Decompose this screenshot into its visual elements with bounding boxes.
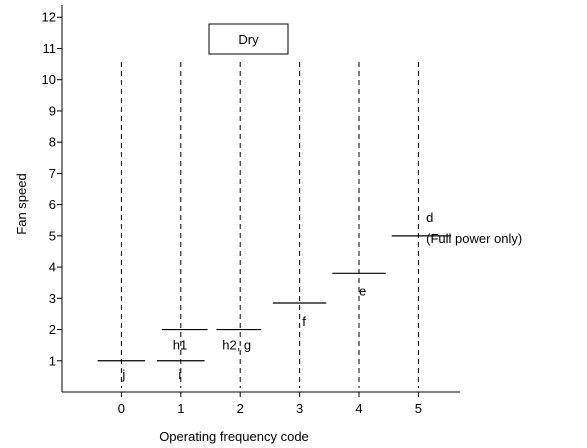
y-axis-title: Fan speed: [14, 173, 29, 234]
x-tick-label-5: 5: [415, 401, 422, 416]
y-tick-label-8: 8: [49, 135, 56, 150]
level-d: d (Full power only): [391, 210, 522, 246]
fan-speed-levels: j i h1 h2, g f e d (Full power only): [97, 210, 522, 382]
level-note: (Full power only): [426, 231, 522, 246]
level-label: i: [178, 367, 181, 382]
level-e: e: [332, 272, 386, 298]
y-tick-label-7: 7: [49, 166, 56, 181]
y-tick-label-10: 10: [42, 72, 56, 87]
y-tick-label-3: 3: [49, 291, 56, 306]
level-label: h2, g: [222, 338, 251, 353]
level-j: j: [97, 360, 146, 382]
axes: [61, 5, 460, 393]
level-label: e: [359, 283, 366, 298]
y-tick-label-6: 6: [49, 197, 56, 212]
frequency-guide-lines: [120, 62, 419, 388]
y-tick-label-1: 1: [49, 353, 56, 368]
x-tick-label-4: 4: [355, 401, 362, 416]
y-tick-label-4: 4: [49, 260, 56, 275]
level-f: f: [272, 302, 327, 329]
x-tick-label-2: 2: [237, 401, 244, 416]
level-label: f: [302, 314, 306, 329]
chart-title: Dry: [238, 32, 259, 47]
level-i: i: [157, 360, 205, 382]
chart-title-box: Dry: [208, 23, 289, 55]
y-tick-label-11: 11: [43, 41, 57, 56]
level-label: j: [121, 367, 125, 382]
y-tick-label-12: 12: [42, 10, 56, 25]
title-box-frame: [208, 23, 289, 55]
y-tick-label-9: 9: [49, 103, 56, 118]
x-tick-label-0: 0: [118, 401, 125, 416]
x-axis-title: Operating frequency code: [159, 429, 309, 444]
x-tick-label-1: 1: [177, 401, 184, 416]
level-label: d: [426, 210, 433, 225]
x-tick-label-3: 3: [296, 401, 303, 416]
level-h2-g: h2, g: [216, 328, 261, 353]
level-label: h1: [173, 338, 187, 353]
y-tick-label-5: 5: [49, 228, 56, 243]
y-tick-label-2: 2: [49, 322, 56, 337]
x-axis-ticks: 0 1 2 3 4 5: [118, 392, 422, 416]
level-h1: h1: [161, 328, 208, 353]
